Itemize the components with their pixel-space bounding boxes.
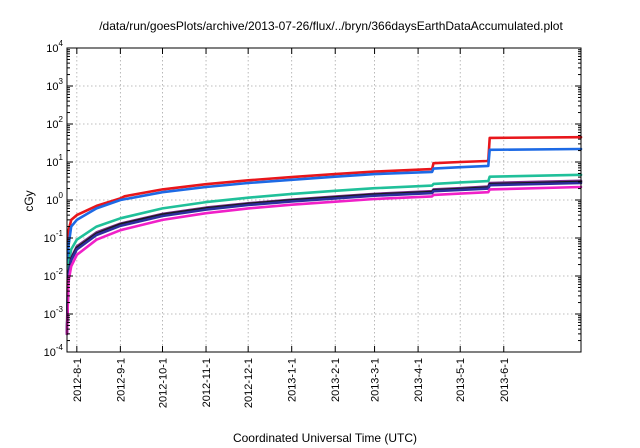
y-tick-exponent: 4	[59, 39, 64, 48]
x-axis-label: Coordinated Universal Time (UTC)	[233, 431, 417, 445]
x-tick-label: 2012-11-1	[201, 358, 213, 407]
x-tick-label: 2012-10-1	[157, 358, 169, 408]
series-line-1	[65, 135, 583, 336]
x-tick-label: 2012-9-1	[115, 358, 127, 402]
y-tick-label: 103	[46, 77, 63, 93]
axis-ticks	[67, 47, 581, 353]
series-line-7	[65, 185, 583, 336]
y-tick-label: 10-4	[44, 343, 64, 359]
y-tick-exponent: 2	[59, 115, 64, 124]
y-tick-exponent: 0	[59, 191, 64, 200]
y-tick-base: 10	[46, 81, 58, 93]
y-tick-exponent: -2	[56, 267, 64, 276]
x-tick-label: 2013-3-1	[370, 358, 382, 402]
y-tick-label: 10-3	[44, 305, 64, 321]
y-tick-base: 10	[46, 119, 58, 131]
y-tick-base: 10	[46, 43, 58, 55]
x-tick-label: 2012-8-1	[72, 358, 84, 402]
x-tick-label: 2013-6-1	[499, 358, 511, 402]
series-line-3	[65, 173, 583, 336]
y-tick-label: 102	[46, 115, 63, 131]
y-tick-base: 10	[44, 309, 56, 321]
y-tick-label: 101	[46, 153, 63, 169]
y-axis-label: cGy	[22, 190, 36, 211]
chart-title: /data/run/goesPlots/archive/2013-07-26/f…	[99, 19, 563, 33]
y-tick-label: 10-1	[44, 229, 64, 245]
y-tick-base: 10	[44, 233, 56, 245]
y-tick-exponent: 1	[59, 153, 64, 162]
y-tick-base: 10	[44, 271, 56, 283]
x-tick-label: 2013-1-1	[287, 358, 299, 402]
y-tick-label: 10-2	[44, 267, 64, 283]
series-layer	[65, 135, 583, 336]
series-line-2	[65, 147, 583, 336]
series-line-6	[65, 181, 583, 336]
y-tick-base: 10	[46, 157, 58, 169]
y-tick-label: 100	[46, 191, 63, 207]
y-tick-base: 10	[46, 195, 58, 207]
x-tick-label: 2012-12-1	[243, 358, 255, 408]
x-tick-label: 2013-4-1	[413, 358, 425, 402]
y-tick-exponent: -4	[56, 343, 64, 352]
y-tick-exponent: -1	[56, 229, 64, 238]
x-tick-label: 2013-2-1	[330, 358, 342, 402]
y-tick-exponent: -3	[56, 305, 64, 314]
y-tick-base: 10	[44, 347, 56, 359]
x-tick-label: 2013-5-1	[455, 358, 467, 402]
y-tick-label: 104	[46, 39, 63, 55]
y-tick-exponent: 3	[59, 77, 64, 86]
x-axis-tick-labels: 2012-8-1 2012-9-1 2012-10-1 2012-11-1 2012-1…	[72, 358, 511, 408]
